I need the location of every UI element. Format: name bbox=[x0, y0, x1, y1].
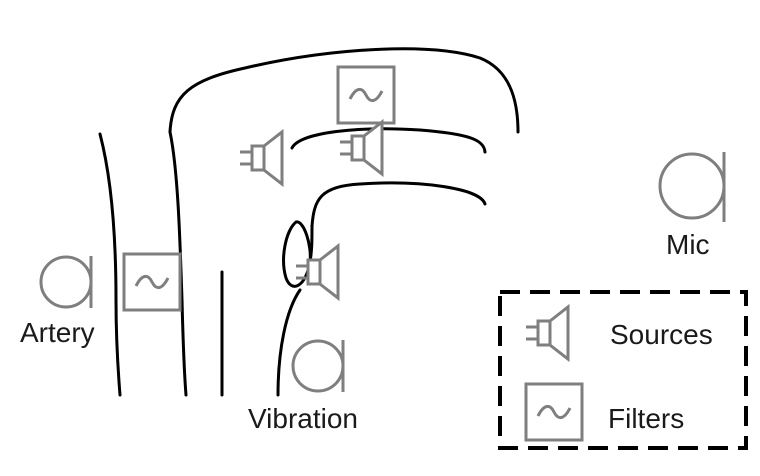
outer-arc-outline bbox=[168, 47, 520, 134]
column-right-outline bbox=[168, 130, 188, 397]
lower-arc-left-outline bbox=[308, 224, 314, 264]
vibration-stem-outline bbox=[276, 288, 302, 397]
speaker-icon-upper-left bbox=[238, 130, 284, 186]
sensor-a-icon-vibration bbox=[291, 339, 345, 393]
filter-icon-top bbox=[336, 65, 396, 125]
artery-left-outline bbox=[98, 132, 122, 397]
sensor-a-icon-mic bbox=[658, 152, 726, 222]
mic-label: Mic bbox=[666, 229, 710, 260]
legend-filter-icon bbox=[524, 382, 584, 442]
filter-icon-artery bbox=[122, 252, 182, 312]
middle-arc-outline bbox=[290, 127, 487, 154]
sensor-a-icon-artery bbox=[39, 255, 93, 309]
vibration-label: Vibration bbox=[248, 403, 358, 434]
lower-arc-outline bbox=[310, 181, 487, 228]
legend-box: Sources Filters bbox=[498, 290, 748, 450]
legend-filters-label: Filters bbox=[608, 403, 684, 434]
vibration-bulb-outline bbox=[282, 220, 312, 288]
artery-label: Artery bbox=[20, 317, 95, 348]
speaker-icon-vibration bbox=[294, 244, 340, 300]
legend-sources-label: Sources bbox=[610, 319, 713, 350]
legend-source-icon bbox=[524, 305, 570, 361]
